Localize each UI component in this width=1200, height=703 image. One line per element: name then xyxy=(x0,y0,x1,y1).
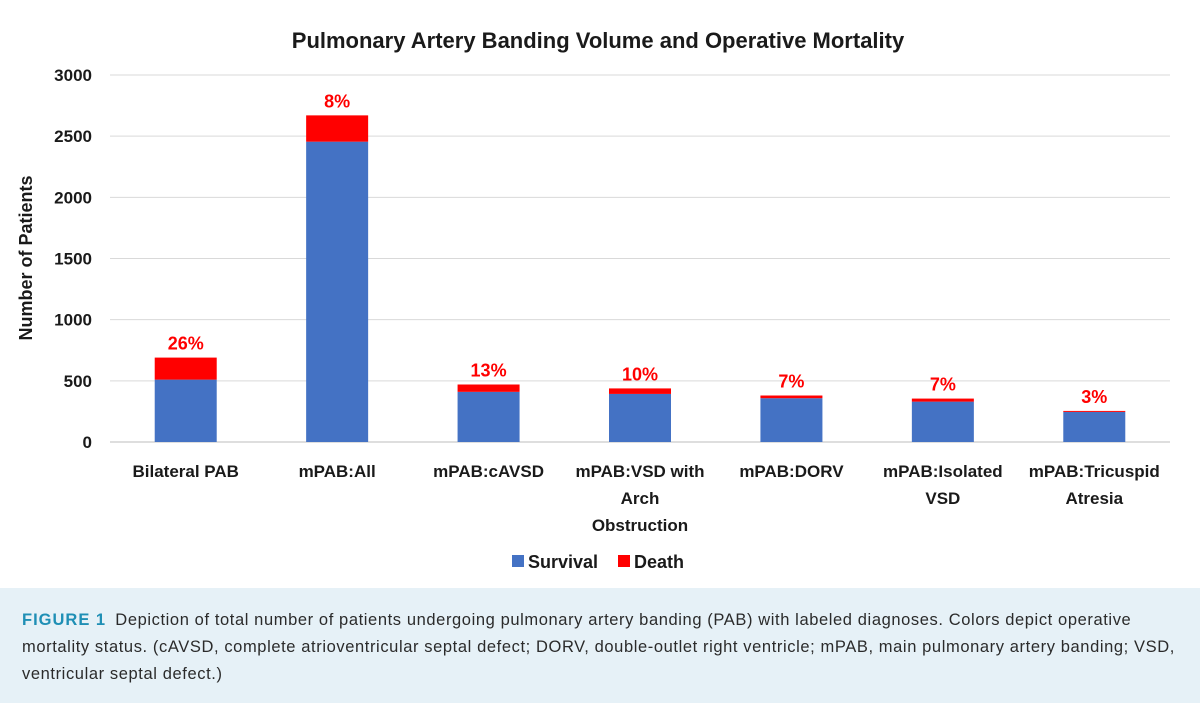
category-label-line: mPAB:VSD with xyxy=(575,462,704,481)
category-label-line: mPAB:All xyxy=(299,462,376,481)
figure-caption-text: Depiction of total number of patients un… xyxy=(22,611,1175,683)
bar-survival xyxy=(760,398,823,442)
chart-area: Pulmonary Artery Banding Volume and Oper… xyxy=(16,28,1170,572)
mortality-percent-label: 13% xyxy=(471,361,507,381)
y-tick-label: 3000 xyxy=(54,66,92,85)
category-label-line: Obstruction xyxy=(592,516,688,535)
legend: Survival Death xyxy=(512,552,684,572)
category-label-line: mPAB:cAVSD xyxy=(433,462,544,481)
mortality-percent-label: 7% xyxy=(930,375,956,395)
bar-survival xyxy=(911,401,974,442)
mortality-percent-label: 3% xyxy=(1081,387,1107,407)
y-tick-label: 1500 xyxy=(54,250,92,269)
figure-label: FIGURE 1 xyxy=(22,611,107,629)
y-axis-ticks: 0 500 1000 1500 2000 2500 3000 xyxy=(54,66,92,452)
stacked-bar-chart: Pulmonary Artery Banding Volume and Oper… xyxy=(16,28,1170,572)
bar-survival xyxy=(1063,411,1126,442)
category-label: mPAB:Isolated VSD xyxy=(883,462,1003,508)
category-label-line: mPAB:DORV xyxy=(739,462,844,481)
bar-survival xyxy=(609,393,671,442)
category-label-line: VSD xyxy=(925,489,960,508)
gridlines xyxy=(110,74,1170,443)
mortality-percent-label: 7% xyxy=(778,372,804,392)
mortality-percent-label: 26% xyxy=(168,334,204,354)
mortality-percent-label: 8% xyxy=(324,91,350,111)
category-label: mPAB:VSD with Arch Obstruction xyxy=(575,462,704,535)
category-label-line: Bilateral PAB xyxy=(132,462,238,481)
y-axis-title: Number of Patients xyxy=(16,175,36,340)
y-tick-label: 0 xyxy=(83,433,92,452)
figure-caption: FIGURE 1 Depiction of total number of pa… xyxy=(0,588,1200,703)
bar-death xyxy=(306,115,369,142)
category-label-line: mPAB:Tricuspid xyxy=(1029,462,1160,481)
bar-death xyxy=(760,395,823,399)
y-tick-label: 2000 xyxy=(54,188,92,207)
y-tick-label: 2500 xyxy=(54,127,92,146)
category-label: mPAB:cAVSD xyxy=(433,462,544,481)
data-labels: 26% 8% 13% 10% 7% 7% 3% xyxy=(168,91,1108,407)
category-label-line: mPAB:Isolated xyxy=(883,462,1003,481)
x-axis-categories: Bilateral PAB mPAB:All mPAB:cAVSD mPAB:VSD … xyxy=(132,462,1159,535)
category-label: mPAB:All xyxy=(299,462,376,481)
category-label-line: Arch xyxy=(621,489,660,508)
bar-death xyxy=(1063,410,1126,412)
bar-survival xyxy=(154,379,217,442)
legend-swatch-survival xyxy=(512,555,524,567)
y-tick-label: 1000 xyxy=(54,311,92,330)
chart-title: Pulmonary Artery Banding Volume and Oper… xyxy=(292,28,905,53)
bar-death xyxy=(154,357,217,380)
mortality-percent-label: 10% xyxy=(622,364,658,384)
bars xyxy=(154,115,1126,442)
bar-death xyxy=(911,398,974,402)
bar-death xyxy=(457,384,520,392)
bar-survival xyxy=(306,141,369,442)
category-label: Bilateral PAB xyxy=(132,462,238,481)
category-label: mPAB:Tricuspid Atresia xyxy=(1029,462,1160,508)
legend-swatch-death xyxy=(618,555,630,567)
category-label-line: Atresia xyxy=(1065,489,1123,508)
legend-label-death: Death xyxy=(634,552,684,572)
y-tick-label: 500 xyxy=(64,372,92,391)
bar-death xyxy=(609,388,671,394)
legend-label-survival: Survival xyxy=(528,552,598,572)
bar-survival xyxy=(457,391,520,442)
category-label: mPAB:DORV xyxy=(739,462,844,481)
